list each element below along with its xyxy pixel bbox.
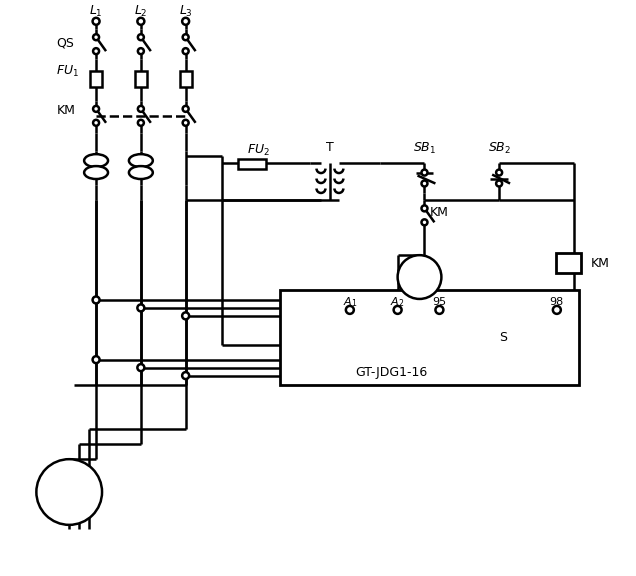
Circle shape — [93, 18, 100, 25]
Text: $L_1$: $L_1$ — [89, 4, 103, 19]
Circle shape — [137, 18, 144, 25]
Circle shape — [183, 106, 189, 112]
Circle shape — [182, 312, 189, 319]
Ellipse shape — [129, 154, 153, 167]
Circle shape — [36, 459, 102, 525]
Text: GT-JDG1-16: GT-JDG1-16 — [355, 366, 427, 379]
Text: $FU_1$: $FU_1$ — [56, 63, 80, 78]
Circle shape — [183, 120, 189, 126]
Circle shape — [553, 306, 561, 314]
Text: PV: PV — [411, 253, 427, 267]
Bar — [135, 71, 147, 87]
Circle shape — [93, 297, 100, 304]
Circle shape — [422, 180, 427, 187]
Text: 98: 98 — [550, 297, 564, 307]
Ellipse shape — [129, 166, 153, 179]
Circle shape — [93, 120, 99, 126]
Circle shape — [138, 106, 144, 112]
Circle shape — [182, 18, 189, 25]
Circle shape — [496, 180, 502, 187]
Circle shape — [422, 169, 427, 176]
Circle shape — [137, 305, 144, 312]
Circle shape — [137, 364, 144, 371]
Text: QS: QS — [56, 37, 74, 50]
Text: $SB_1$: $SB_1$ — [413, 141, 436, 156]
Circle shape — [496, 169, 502, 176]
Circle shape — [93, 106, 99, 112]
Bar — [180, 71, 191, 87]
Circle shape — [422, 219, 427, 225]
Bar — [556, 253, 581, 273]
Circle shape — [93, 48, 99, 54]
Text: KM: KM — [56, 104, 75, 118]
Text: KM: KM — [429, 206, 448, 219]
Circle shape — [398, 255, 441, 299]
Bar — [280, 290, 579, 385]
Text: V: V — [413, 270, 425, 285]
Circle shape — [436, 306, 443, 314]
Circle shape — [138, 48, 144, 54]
Text: $SB_2$: $SB_2$ — [488, 141, 511, 156]
Circle shape — [422, 206, 427, 211]
Text: M: M — [61, 475, 78, 493]
Text: $A_1$: $A_1$ — [343, 295, 357, 309]
Text: $A_2$: $A_2$ — [391, 295, 404, 309]
Bar — [90, 71, 102, 87]
Text: $L_3$: $L_3$ — [179, 4, 193, 19]
Text: $FU_2$: $FU_2$ — [247, 143, 270, 158]
Text: 3~: 3~ — [59, 493, 80, 507]
Ellipse shape — [84, 166, 108, 179]
Circle shape — [346, 306, 354, 314]
Text: KM: KM — [591, 257, 609, 270]
Circle shape — [182, 372, 189, 379]
Circle shape — [183, 34, 189, 40]
Text: T: T — [326, 141, 334, 154]
Circle shape — [93, 34, 99, 40]
Circle shape — [394, 306, 401, 314]
Circle shape — [93, 356, 100, 363]
Circle shape — [138, 120, 144, 126]
Text: 95: 95 — [432, 297, 446, 307]
Text: ~: ~ — [415, 276, 424, 286]
Circle shape — [183, 48, 189, 54]
Circle shape — [138, 34, 144, 40]
Text: $L_2$: $L_2$ — [134, 4, 148, 19]
Ellipse shape — [84, 154, 108, 167]
Bar — [238, 158, 266, 169]
Text: S: S — [499, 331, 507, 344]
